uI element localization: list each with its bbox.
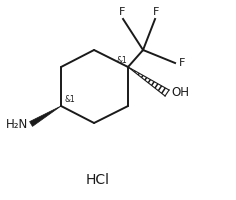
Text: F: F — [179, 58, 185, 68]
Polygon shape — [30, 106, 61, 126]
Text: HCl: HCl — [86, 173, 110, 187]
Text: H₂N: H₂N — [6, 117, 28, 130]
Text: &1: &1 — [116, 56, 127, 65]
Text: OH: OH — [171, 86, 189, 99]
Text: F: F — [153, 7, 159, 17]
Text: &1: &1 — [64, 95, 75, 104]
Text: F: F — [119, 7, 125, 17]
